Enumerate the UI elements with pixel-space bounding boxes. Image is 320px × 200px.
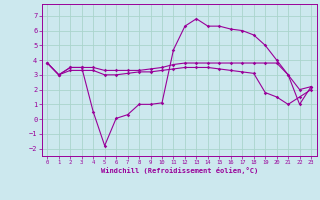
- X-axis label: Windchill (Refroidissement éolien,°C): Windchill (Refroidissement éolien,°C): [100, 167, 258, 174]
